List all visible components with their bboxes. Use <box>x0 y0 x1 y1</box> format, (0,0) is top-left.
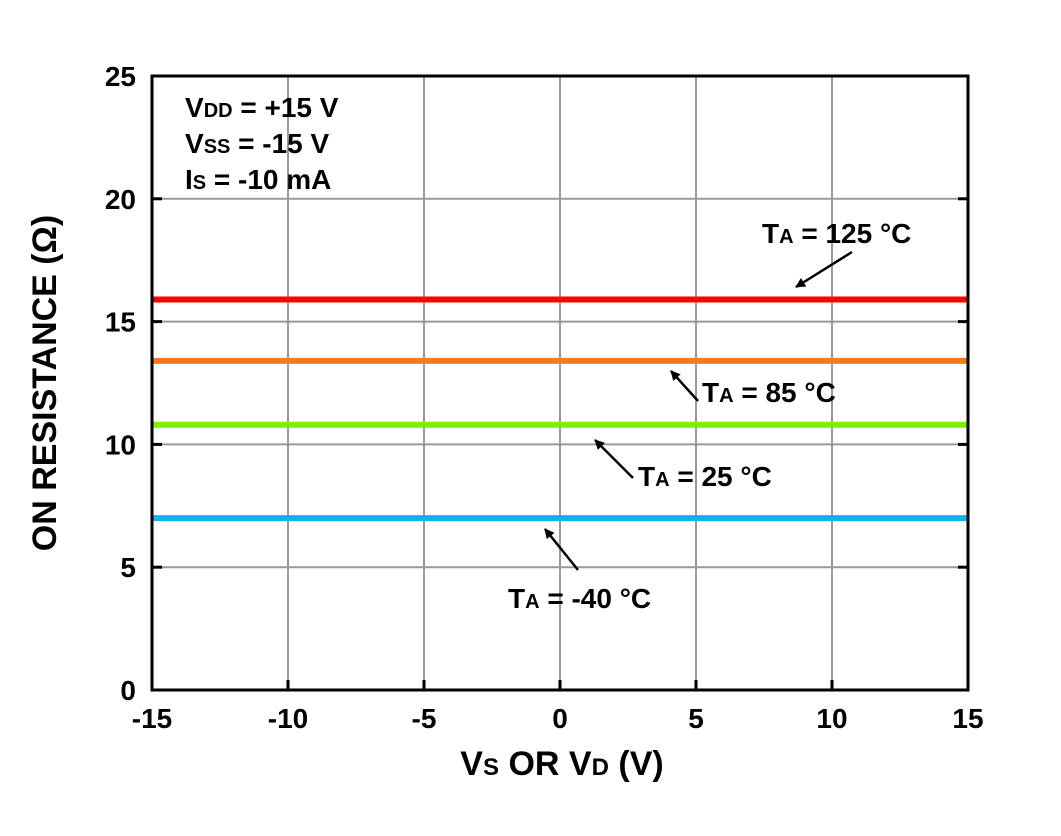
y-tick-label: 5 <box>120 552 136 583</box>
series-arrow-3 <box>544 528 579 571</box>
condition-label: IS = -10 mA <box>185 164 331 195</box>
y-tick-label: 10 <box>105 429 136 460</box>
series-arrow-2 <box>594 439 634 479</box>
series-label-1: TA = 85 °C <box>702 377 836 408</box>
text-part: I <box>185 164 193 195</box>
y-tick-label: 15 <box>105 307 136 338</box>
text-part: V <box>185 92 204 123</box>
subscript: SS <box>204 136 231 158</box>
x-tick-label: -10 <box>268 703 308 734</box>
y-tick-label: 25 <box>105 61 136 92</box>
grid-lines <box>152 76 968 690</box>
subscript: S <box>193 172 206 194</box>
series-label-3: TA = -40 °C <box>508 583 651 614</box>
y-tick-label: 0 <box>120 675 136 706</box>
series-arrow-1 <box>670 370 699 402</box>
text-part: V <box>460 745 483 783</box>
x-tick-label: -5 <box>412 703 437 734</box>
x-tick-label: -15 <box>132 703 172 734</box>
condition-label: VSS = -15 V <box>185 128 330 159</box>
tick-labels: -15 -10 -5 0 5 10 15 0 5 10 15 20 25 <box>105 61 984 734</box>
subscript: A <box>655 469 669 491</box>
text-part: = -40 °C <box>540 583 652 614</box>
subscript: S <box>483 754 499 781</box>
subscript: A <box>779 226 793 248</box>
series-label-2: TA = 25 °C <box>638 461 772 492</box>
subscript: A <box>719 385 733 407</box>
subscript: A <box>525 591 539 613</box>
text-part: = -10 mA <box>206 164 331 195</box>
data-series <box>152 296 968 522</box>
text-part: (V) <box>609 745 664 783</box>
y-axis-title: ON RESISTANCE (Ω) <box>26 215 64 551</box>
subscript: D <box>592 754 609 781</box>
x-tick-label: 15 <box>952 703 983 734</box>
text-part: T <box>638 461 655 492</box>
text-part: = +15 V <box>233 92 339 123</box>
condition-label: VDD = +15 V <box>185 92 339 123</box>
y-tick-label: 20 <box>105 184 136 215</box>
x-tick-label: 0 <box>552 703 568 734</box>
text-part: T <box>702 377 719 408</box>
x-axis-title: VS OR VD (V) <box>460 745 663 783</box>
text-part: = 125 °C <box>794 218 912 249</box>
text-part: = 25 °C <box>670 461 772 492</box>
text-part: V <box>185 128 204 159</box>
series-label-0: TA = 125 °C <box>762 218 911 249</box>
text-part: T <box>762 218 779 249</box>
text-part: T <box>508 583 525 614</box>
text-part: OR V <box>499 745 592 783</box>
x-tick-label: 10 <box>816 703 847 734</box>
subscript: DD <box>204 100 233 122</box>
text-part: = 85 °C <box>734 377 836 408</box>
series-arrow-0 <box>795 250 853 289</box>
text-part: = -15 V <box>230 128 329 159</box>
x-tick-label: 5 <box>688 703 704 734</box>
